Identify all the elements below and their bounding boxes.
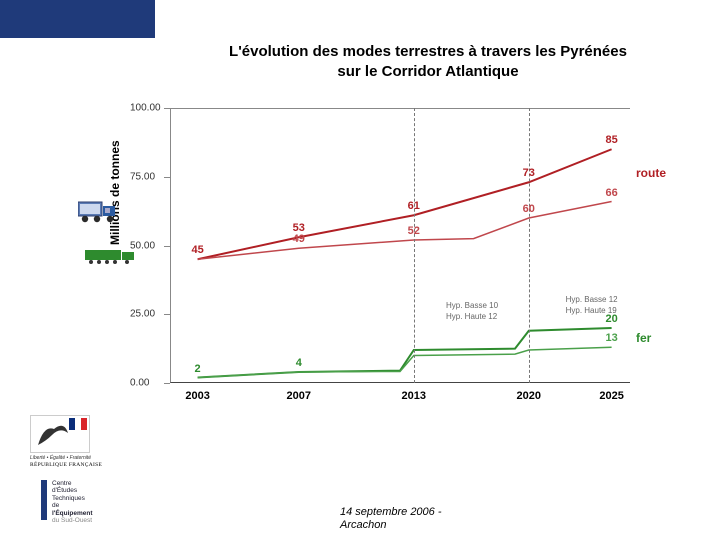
series-name-label: route	[636, 166, 666, 180]
datapoint-label: 66	[605, 187, 617, 199]
gov-logo: Liberté • Égalité • Fraternité RÉPUBLIQU…	[30, 415, 115, 468]
xtick-label: 2025	[599, 390, 623, 402]
org-l4: de	[52, 502, 93, 509]
hypothesis-label: Hyp. Haute 12	[446, 312, 497, 321]
chart: Millions de tonnes 0.0025.0050.0075.0010…	[120, 100, 680, 420]
datapoint-label: 85	[605, 134, 617, 146]
datapoint-label: 4	[296, 357, 302, 369]
datapoint-label: 45	[191, 244, 203, 256]
datapoint-label: 49	[293, 233, 305, 245]
datapoint-label: 13	[605, 332, 617, 344]
ytick-label: 75.00	[130, 171, 155, 182]
y-axis-title: Millions de tonnes	[108, 140, 122, 245]
footer-date: 14 septembre 2006 - Arcachon	[340, 506, 442, 532]
footer-line-2: Arcachon	[340, 519, 386, 531]
series-route_high	[198, 149, 612, 259]
ytick-mark	[164, 108, 170, 109]
truck-icon	[78, 200, 122, 229]
datapoint-label: 61	[408, 200, 420, 212]
title-line-1: L'évolution des modes terrestres à trave…	[229, 43, 627, 60]
slide: L'évolution des modes terrestres à trave…	[0, 0, 720, 540]
datapoint-label: 52	[408, 225, 420, 237]
series-fer_high	[198, 328, 612, 378]
ytick-mark	[164, 383, 170, 384]
chart-lines	[170, 108, 630, 383]
footer-line-1: 14 septembre 2006 -	[340, 506, 442, 518]
org-l3: Techniques	[52, 495, 93, 502]
title-line-2: sur le Corridor Atlantique	[337, 63, 518, 80]
ytick-label: 25.00	[130, 309, 155, 320]
reference-vline	[414, 108, 415, 383]
xtick-label: 2007	[287, 390, 311, 402]
slide-title: L'évolution des modes terrestres à trave…	[168, 42, 688, 81]
xtick-label: 2003	[185, 390, 209, 402]
marianne-icon	[30, 415, 90, 453]
org-l5: l'Équipement	[52, 510, 93, 517]
series-name-label: fer	[636, 331, 651, 345]
org-l2: d'Études	[52, 487, 93, 494]
header-block	[0, 0, 155, 38]
datapoint-label: 60	[523, 203, 535, 215]
xtick-label: 2020	[517, 390, 541, 402]
french-flag-icon	[69, 418, 87, 430]
ytick-mark	[164, 314, 170, 315]
datapoint-label: 73	[523, 167, 535, 179]
organization-name: Centre d'Études Techniques de l'Équipeme…	[52, 480, 93, 525]
ytick-label: 0.00	[130, 378, 149, 389]
train-icon	[85, 248, 139, 271]
hypothesis-label: Hyp. Basse 12	[566, 295, 618, 304]
hypothesis-label: Hyp. Haute 19	[566, 306, 617, 315]
ytick-mark	[164, 177, 170, 178]
ytick-label: 100.00	[130, 103, 161, 114]
reference-vline	[529, 108, 530, 383]
logo-republic: RÉPUBLIQUE FRANÇAISE	[30, 462, 115, 468]
logo-tagline: Liberté • Égalité • Fraternité	[30, 455, 115, 461]
datapoint-label: 2	[195, 363, 201, 375]
hypothesis-label: Hyp. Basse 10	[446, 301, 498, 310]
ytick-mark	[164, 246, 170, 247]
xtick-label: 2013	[402, 390, 426, 402]
series-route_low	[198, 202, 612, 260]
org-l6: du Sud-Ouest	[52, 517, 93, 524]
